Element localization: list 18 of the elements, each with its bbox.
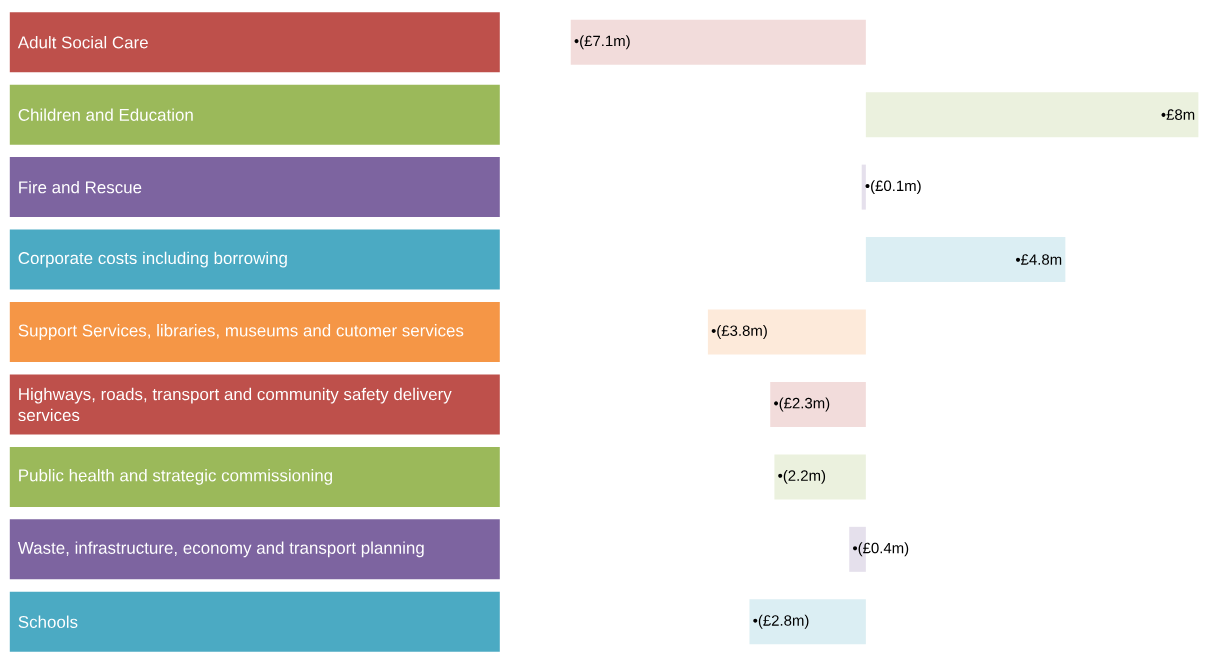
data-label: •(£2.3m) bbox=[774, 397, 830, 412]
data-label: •£8m bbox=[1161, 109, 1195, 120]
y-tick-label: Waste, infrastructure, economy and transport planning bbox=[17, 541, 424, 558]
y-tick-label: Adult Social Care bbox=[17, 36, 148, 49]
y-tick-label: Public health and strategic commissioning bbox=[19, 469, 333, 485]
data-label: •(2.2m) bbox=[778, 469, 826, 484]
y-tick-label: Support Services, libraries, museums and cutomer services bbox=[18, 324, 464, 340]
y-tick-label: Fire and Rescue bbox=[19, 180, 142, 194]
data-label: •(£0.1m) bbox=[865, 180, 921, 195]
data-label: •(£3.8m) bbox=[711, 325, 767, 339]
data-label: •£4.8m bbox=[1016, 254, 1062, 265]
y-tick-label: Children and Education bbox=[18, 108, 193, 121]
data-label: •(£2.8m) bbox=[753, 614, 809, 629]
data-label: •(£0.4m) bbox=[853, 542, 909, 557]
y-tick-label: Highways, roads, transport and community safety delivery services bbox=[18, 387, 452, 422]
y-tick-label: Corporate costs including borrowing bbox=[18, 251, 287, 268]
y-tick-label: Schools bbox=[18, 615, 78, 628]
data-label: •(£7.1m) bbox=[574, 35, 630, 50]
